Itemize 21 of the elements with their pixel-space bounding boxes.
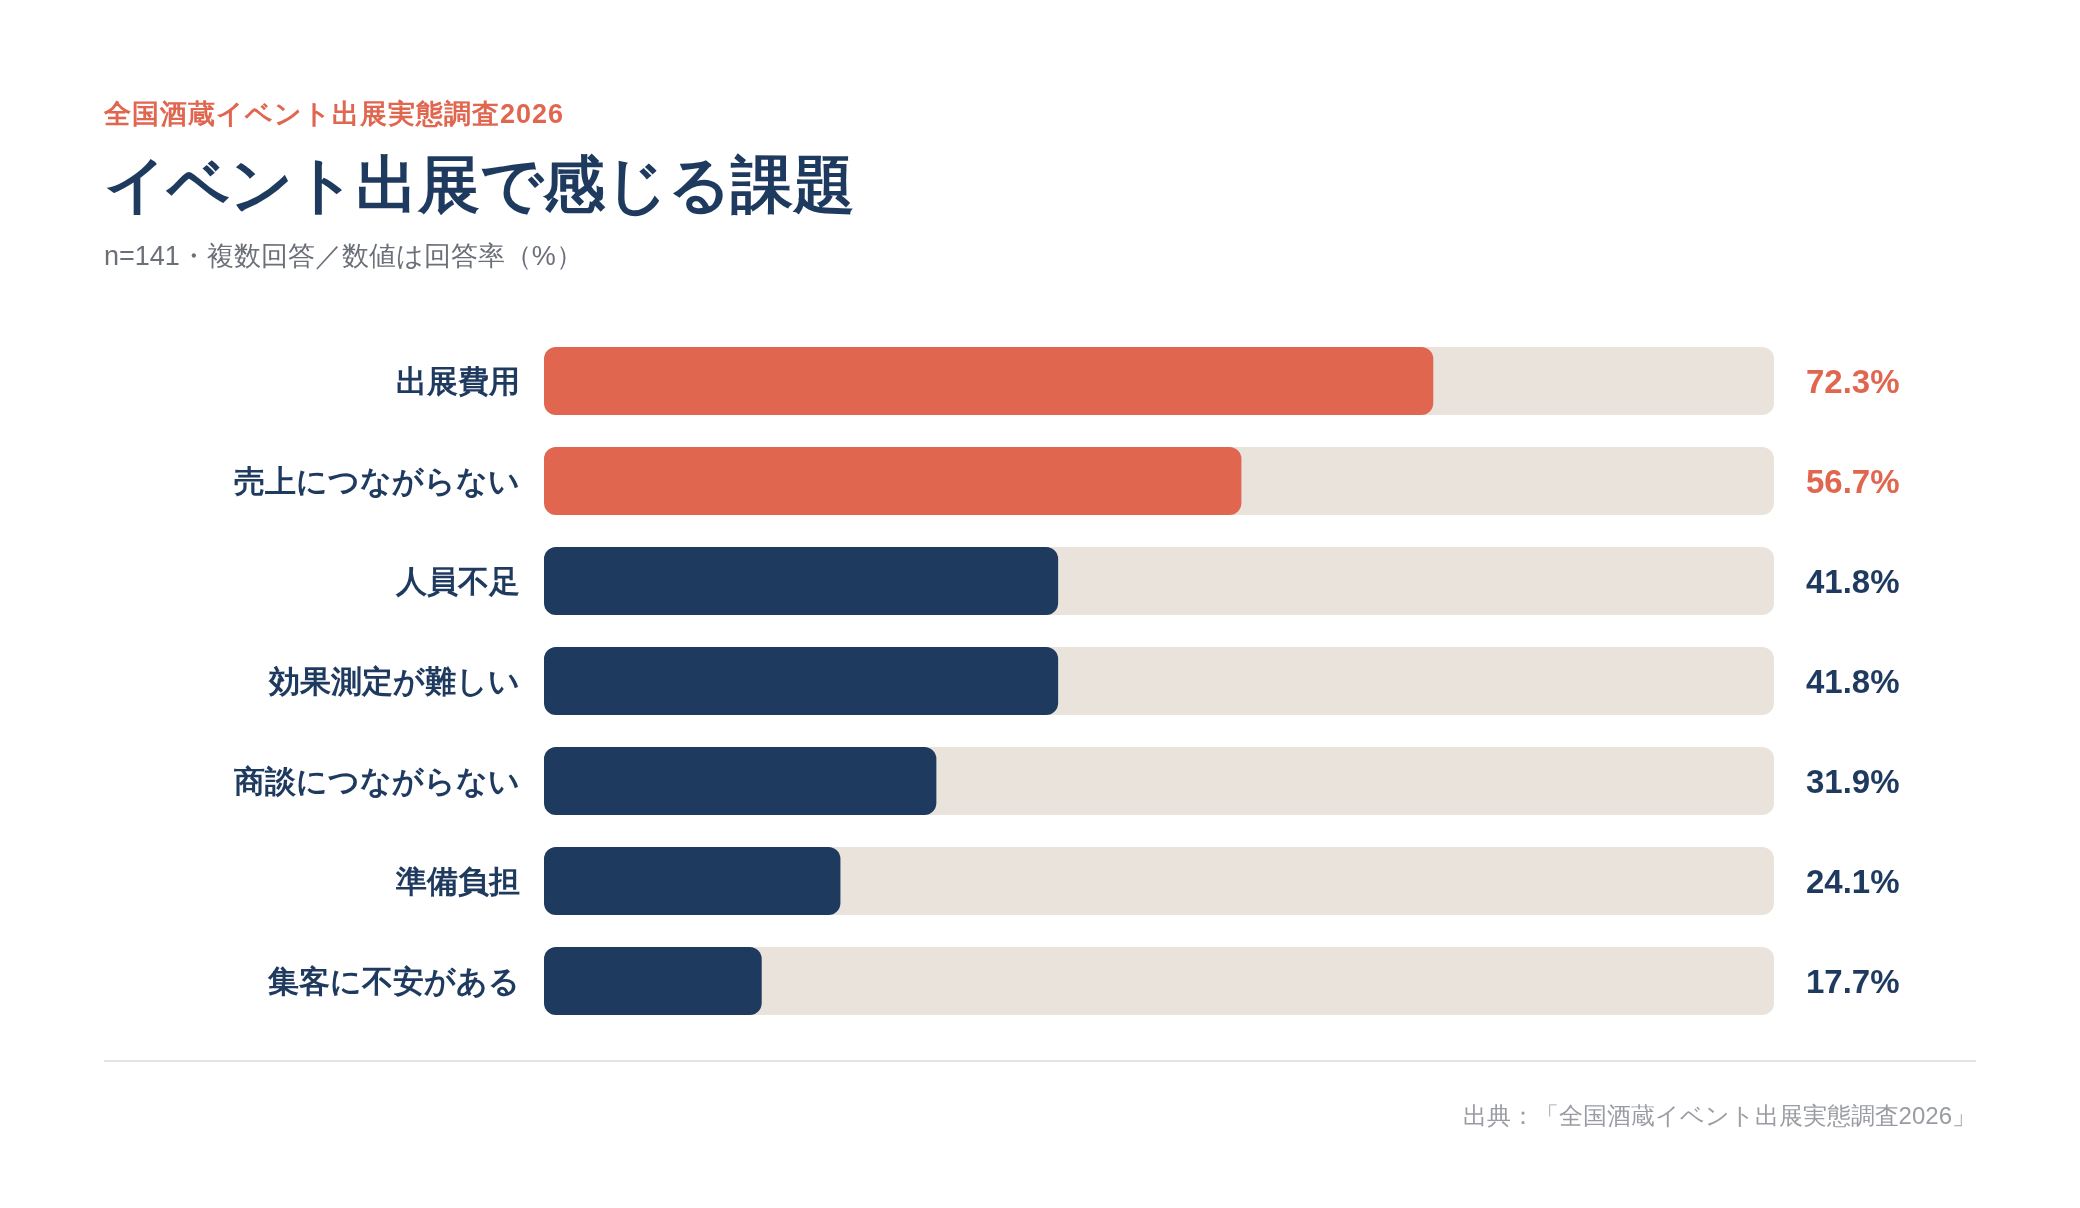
text: 全国酒蔵イベント出展実態調査2026 bbox=[104, 98, 565, 131]
data-label: 17.7% bbox=[1806, 962, 1900, 1000]
chart-subtitle: n=141・複数回答／数値は回答率（%） bbox=[104, 240, 583, 273]
y-tick-label: 人員不足 bbox=[395, 564, 520, 600]
chart-title: イベント出展で感じる課題 bbox=[104, 149, 855, 221]
y-tick-label: 準備負担 bbox=[395, 864, 520, 900]
bar bbox=[544, 747, 937, 815]
data-label: 72.3% bbox=[1806, 362, 1900, 400]
y-tick-label: 出展費用 bbox=[396, 364, 520, 400]
source-note: 出典：「全国酒蔵イベント出展実態調査2026」 bbox=[1462, 1101, 1976, 1131]
y-tick-label: 商談につながらない bbox=[234, 764, 520, 800]
data-label: 41.8% bbox=[1806, 562, 1900, 600]
y-tick-label: 集客に不安がある bbox=[267, 964, 520, 1000]
data-label: 31.9% bbox=[1806, 762, 1900, 800]
bar bbox=[544, 947, 762, 1015]
data-label: 56.7% bbox=[1806, 462, 1900, 500]
y-tick-label: 効果測定が難しい bbox=[268, 664, 520, 700]
bar bbox=[544, 847, 841, 915]
data-label: 24.1% bbox=[1806, 862, 1900, 900]
data-label: 41.8% bbox=[1806, 662, 1900, 700]
y-tick-label: 売上につながらない bbox=[234, 464, 520, 500]
